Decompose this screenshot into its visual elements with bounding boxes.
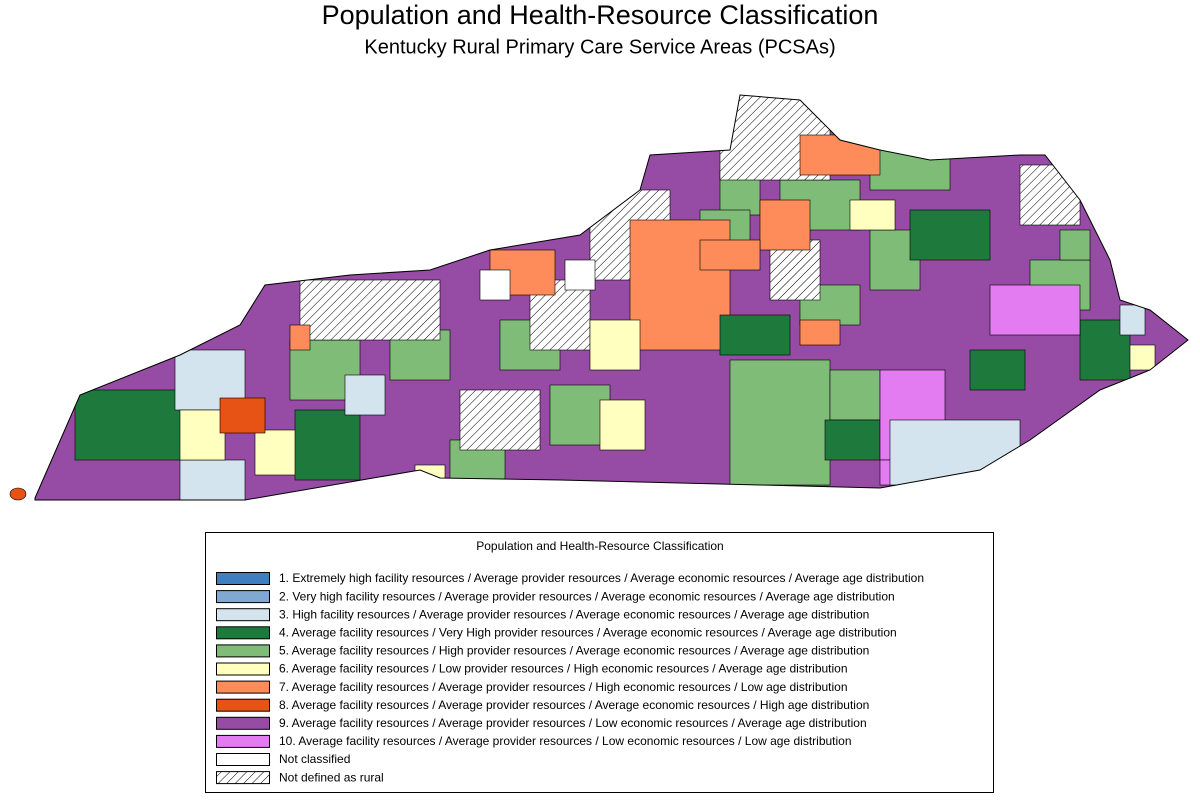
- legend-swatch: [216, 662, 270, 676]
- legend-swatch: [216, 608, 270, 622]
- legend-swatch: [216, 698, 270, 712]
- map-subtitle: Kentucky Rural Primary Care Service Area…: [364, 36, 835, 58]
- region: [729, 359, 831, 486]
- legend-swatch: [216, 734, 270, 748]
- legend-swatch: [216, 680, 270, 694]
- legend-swatch: [216, 771, 270, 785]
- legend-label: 3. High facility resources / Average pro…: [279, 607, 869, 621]
- region: [629, 219, 731, 351]
- region: [889, 419, 1021, 486]
- region: [829, 369, 881, 421]
- region: [1019, 164, 1081, 226]
- legend-items: 1. Extremely high facility resources / A…: [216, 571, 924, 785]
- region: [719, 314, 791, 356]
- legend-box: [205, 532, 994, 793]
- region: [564, 259, 596, 291]
- legend-label: 7. Average facility resources / Average …: [279, 680, 848, 694]
- legend-label: 10. Average facility resources / Average…: [279, 734, 852, 748]
- region: [479, 269, 511, 301]
- region: [989, 284, 1081, 336]
- region: [294, 409, 361, 481]
- region: [1059, 229, 1091, 261]
- region: [759, 199, 811, 251]
- region: [299, 279, 441, 341]
- legend-swatch: [216, 753, 270, 766]
- legend-swatch: [216, 590, 270, 604]
- region: [179, 459, 246, 500]
- legend-label: 4. Average facility resources / Very Hig…: [279, 625, 897, 639]
- region: [824, 419, 881, 461]
- legend-swatch: [216, 572, 270, 585]
- legend-title: Population and Health-Resource Classific…: [476, 539, 723, 553]
- legend-label: 6. Average facility resources / Low prov…: [279, 662, 848, 676]
- legend-label: Not classified: [279, 752, 350, 766]
- legend-swatch: [216, 644, 270, 658]
- region: [909, 209, 991, 261]
- region: [289, 324, 311, 351]
- legend-label: 5. Average facility resources / High pro…: [279, 644, 869, 658]
- region: [589, 319, 641, 371]
- region: [219, 397, 266, 434]
- region: [849, 199, 896, 231]
- state-outline: [34, 94, 1189, 501]
- legend-label: Not defined as rural: [279, 770, 384, 784]
- region: [799, 319, 841, 346]
- region: [969, 349, 1026, 391]
- legend-swatch: [216, 626, 270, 640]
- region: [344, 374, 386, 416]
- region: [459, 389, 541, 451]
- region: [74, 389, 191, 461]
- region: [599, 399, 646, 451]
- legend-label: 1. Extremely high facility resources / A…: [279, 571, 924, 585]
- region: [179, 409, 226, 461]
- legend-swatch: [216, 716, 270, 730]
- region: [699, 239, 761, 271]
- region: [9, 487, 27, 501]
- legend-label: 8. Average facility resources / Average …: [279, 698, 869, 712]
- legend-label: 9. Average facility resources / Average …: [279, 716, 867, 730]
- region: [799, 134, 881, 176]
- map-title: Population and Health-Resource Classific…: [322, 0, 879, 30]
- legend-label: 2. Very high facility resources / Averag…: [279, 589, 895, 603]
- region: [1119, 304, 1146, 336]
